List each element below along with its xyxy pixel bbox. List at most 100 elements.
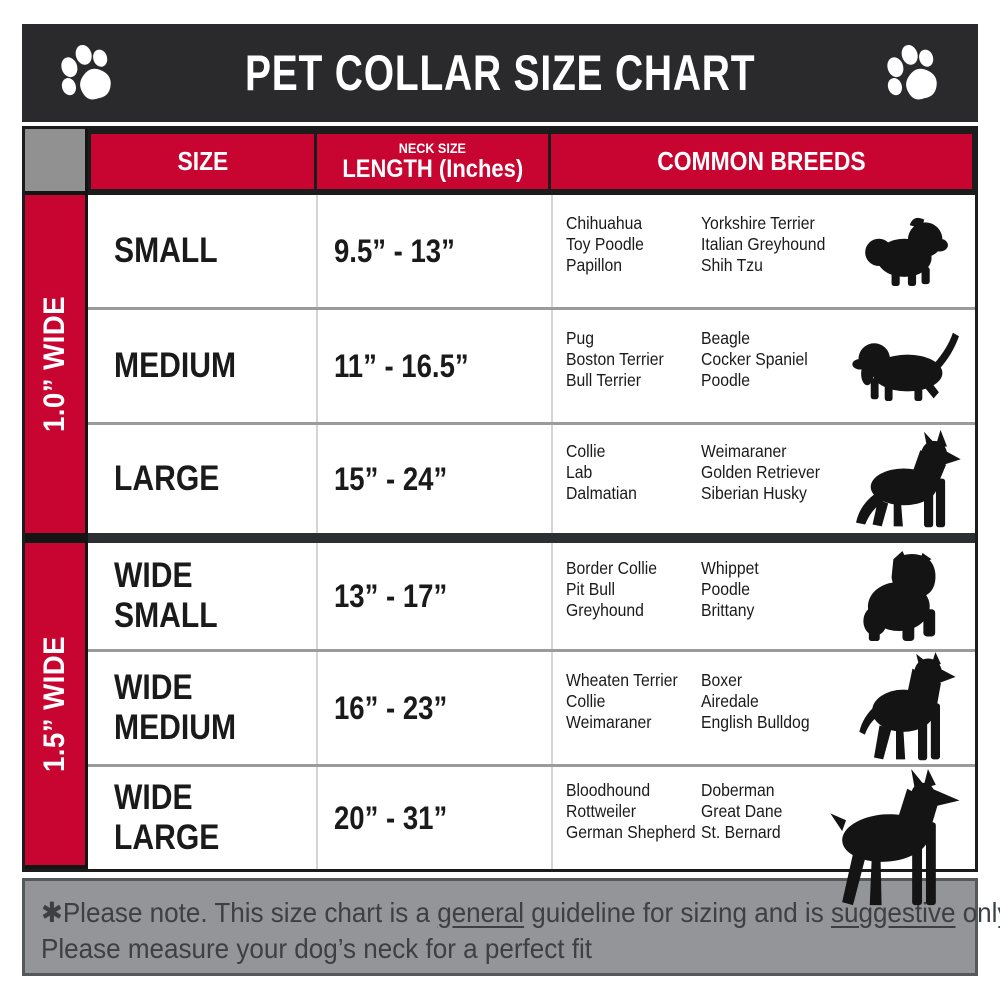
breed: Brittany (701, 599, 755, 620)
breeds-list: Whippet Poodle Brittany (701, 543, 856, 635)
table-row-wide-medium: WIDE MEDIUM 16” - 23” Wheaten Terrier Co… (88, 652, 975, 764)
breed: Beagle (701, 327, 751, 348)
breed: Rottweiler (566, 800, 637, 821)
footer-line-1: ✱Please note. This size chart is a gener… (41, 895, 1000, 931)
column-header-breeds: COMMON BREEDS (551, 134, 972, 189)
section-divider (88, 533, 975, 543)
column-separator (316, 195, 318, 869)
breed: English Bulldog (701, 711, 810, 732)
length-value: 15” - 24” (334, 460, 448, 497)
breeds-list: Border Collie Pit Bull Greyhound (566, 543, 714, 635)
table-row-wide-large: WIDE LARGE 20” - 31” Bloodhound Rottweil… (88, 767, 975, 906)
size-value: WIDE LARGE (114, 778, 220, 857)
breed: Chihuahua (566, 212, 643, 233)
breed: St. Bernard (701, 821, 781, 842)
breed: Greyhound (566, 599, 644, 620)
breed: Collie (566, 440, 606, 461)
width-label-1-5: 1.5” WIDE (38, 635, 71, 773)
footer-text: only. (962, 897, 1000, 928)
shepherd-silhouette-icon (842, 425, 972, 533)
neck-size-big-label: LENGTH (Inches) (342, 155, 523, 183)
breed: Bull Terrier (566, 369, 641, 390)
breed: Pit Bull (566, 578, 616, 599)
collar-width-column: 1.0” WIDE 1.5” WIDE (25, 129, 88, 869)
row-separator (88, 649, 975, 652)
breeds-list: Doberman Great Dane St. Bernard (701, 767, 856, 855)
size-value: SMALL (114, 231, 218, 270)
breed: Doberman (701, 779, 775, 800)
size-value: WIDE SMALL (114, 556, 218, 635)
length-value: 11” - 16.5” (334, 347, 469, 384)
breed: Bloodhound (566, 779, 651, 800)
row-separator (88, 307, 975, 310)
breed: Whippet (701, 557, 759, 578)
footer-text: guideline for sizing and is (524, 897, 831, 928)
breeds-list: Collie Lab Dalmatian (566, 425, 714, 519)
breed: Poodle (701, 369, 751, 390)
table-row-large: LARGE 15” - 24” Collie Lab Dalmatian Wei… (88, 425, 975, 533)
breeds-list: Weimaraner Golden Retriever Siberian Hus… (701, 425, 856, 519)
size-value: WIDE MEDIUM (114, 668, 237, 747)
breed: Weimaraner (701, 440, 787, 461)
breeds-list: Beagle Cocker Spaniel Poodle (701, 310, 856, 408)
toy-dog-silhouette-icon (842, 195, 972, 307)
row-separator (88, 764, 975, 767)
footer-note: ✱Please note. This size chart is a gener… (22, 878, 1000, 976)
breed: Shih Tzu (701, 254, 763, 275)
width-band-1-5: 1.5” WIDE (25, 543, 85, 865)
width-band-1-0: 1.0” WIDE (25, 195, 85, 533)
length-value: 16” - 23” (334, 689, 448, 726)
header-bar: PET COLLAR SIZE CHART (22, 24, 978, 122)
breed: Papillon (566, 254, 623, 275)
breeds-list: Boxer Airedale English Bulldog (701, 652, 856, 750)
breed: Wheaten Terrier (566, 669, 678, 690)
bulldog-silhouette-icon (842, 543, 972, 649)
size-chart-table: 1.0” WIDE 1.5” WIDE SIZE NECK SIZE LENGT… (22, 126, 978, 906)
footer-line-2: Please measure your dog’s neck for a per… (41, 933, 592, 964)
breed: Great Dane (701, 800, 783, 821)
breed: Toy Poodle (566, 233, 644, 254)
breed: Golden Retriever (701, 461, 821, 482)
breed: Airedale (701, 690, 759, 711)
column-header-neck-size: NECK SIZE LENGTH (Inches) (317, 134, 548, 189)
breed: Dalmatian (566, 482, 637, 503)
breed: Yorkshire Terrier (701, 212, 815, 233)
table-row-wide-small: WIDE SMALL 13” - 17” Border Collie Pit B… (88, 543, 975, 649)
breeds-list: Wheaten Terrier Collie Weimaraner (566, 652, 714, 750)
breed: Lab (566, 461, 593, 482)
table-row-small: SMALL 9.5” - 13” Chihuahua Toy Poodle Pa… (88, 195, 975, 307)
breeds-list: Bloodhound Rottweiler German Shepherd (566, 767, 714, 855)
breeds-list: Yorkshire Terrier Italian Greyhound Shih… (701, 195, 856, 293)
pitbull-silhouette-icon (842, 652, 972, 764)
neck-size-small-label: NECK SIZE (398, 140, 467, 156)
length-value: 9.5” - 13” (334, 232, 455, 269)
breed: German Shepherd (566, 821, 696, 842)
breed: Siberian Husky (701, 482, 807, 503)
breed: Boston Terrier (566, 348, 664, 369)
row-separator (88, 422, 975, 425)
beagle-silhouette-icon (842, 310, 972, 422)
breed: Cocker Spaniel (701, 348, 808, 369)
width-label-1-0: 1.0” WIDE (38, 295, 71, 433)
breed: Collie (566, 690, 606, 711)
page-title: PET COLLAR SIZE CHART (244, 45, 756, 101)
breeds-list: Chihuahua Toy Poodle Papillon (566, 195, 714, 293)
size-value: MEDIUM (114, 346, 237, 385)
column-header-size: SIZE (91, 134, 314, 189)
breed: Pug (566, 327, 595, 348)
breed: Boxer (701, 669, 743, 690)
footer-underlined-word: general (437, 897, 525, 928)
column-separator (551, 195, 553, 869)
paw-icon (61, 44, 111, 100)
breeds-header-label: COMMON BREEDS (657, 146, 866, 176)
size-header-label: SIZE (177, 146, 228, 176)
doberman-silhouette-icon (805, 769, 975, 909)
breed: Border Collie (566, 557, 658, 578)
table-row-medium: MEDIUM 11” - 16.5” Pug Boston Terrier Bu… (88, 310, 975, 422)
length-value: 13” - 17” (334, 577, 448, 614)
breed: Italian Greyhound (701, 233, 826, 254)
footer-text: ✱Please note. This size chart is a (41, 897, 438, 928)
corner-cell (25, 129, 85, 191)
length-value: 20” - 31” (334, 799, 448, 836)
